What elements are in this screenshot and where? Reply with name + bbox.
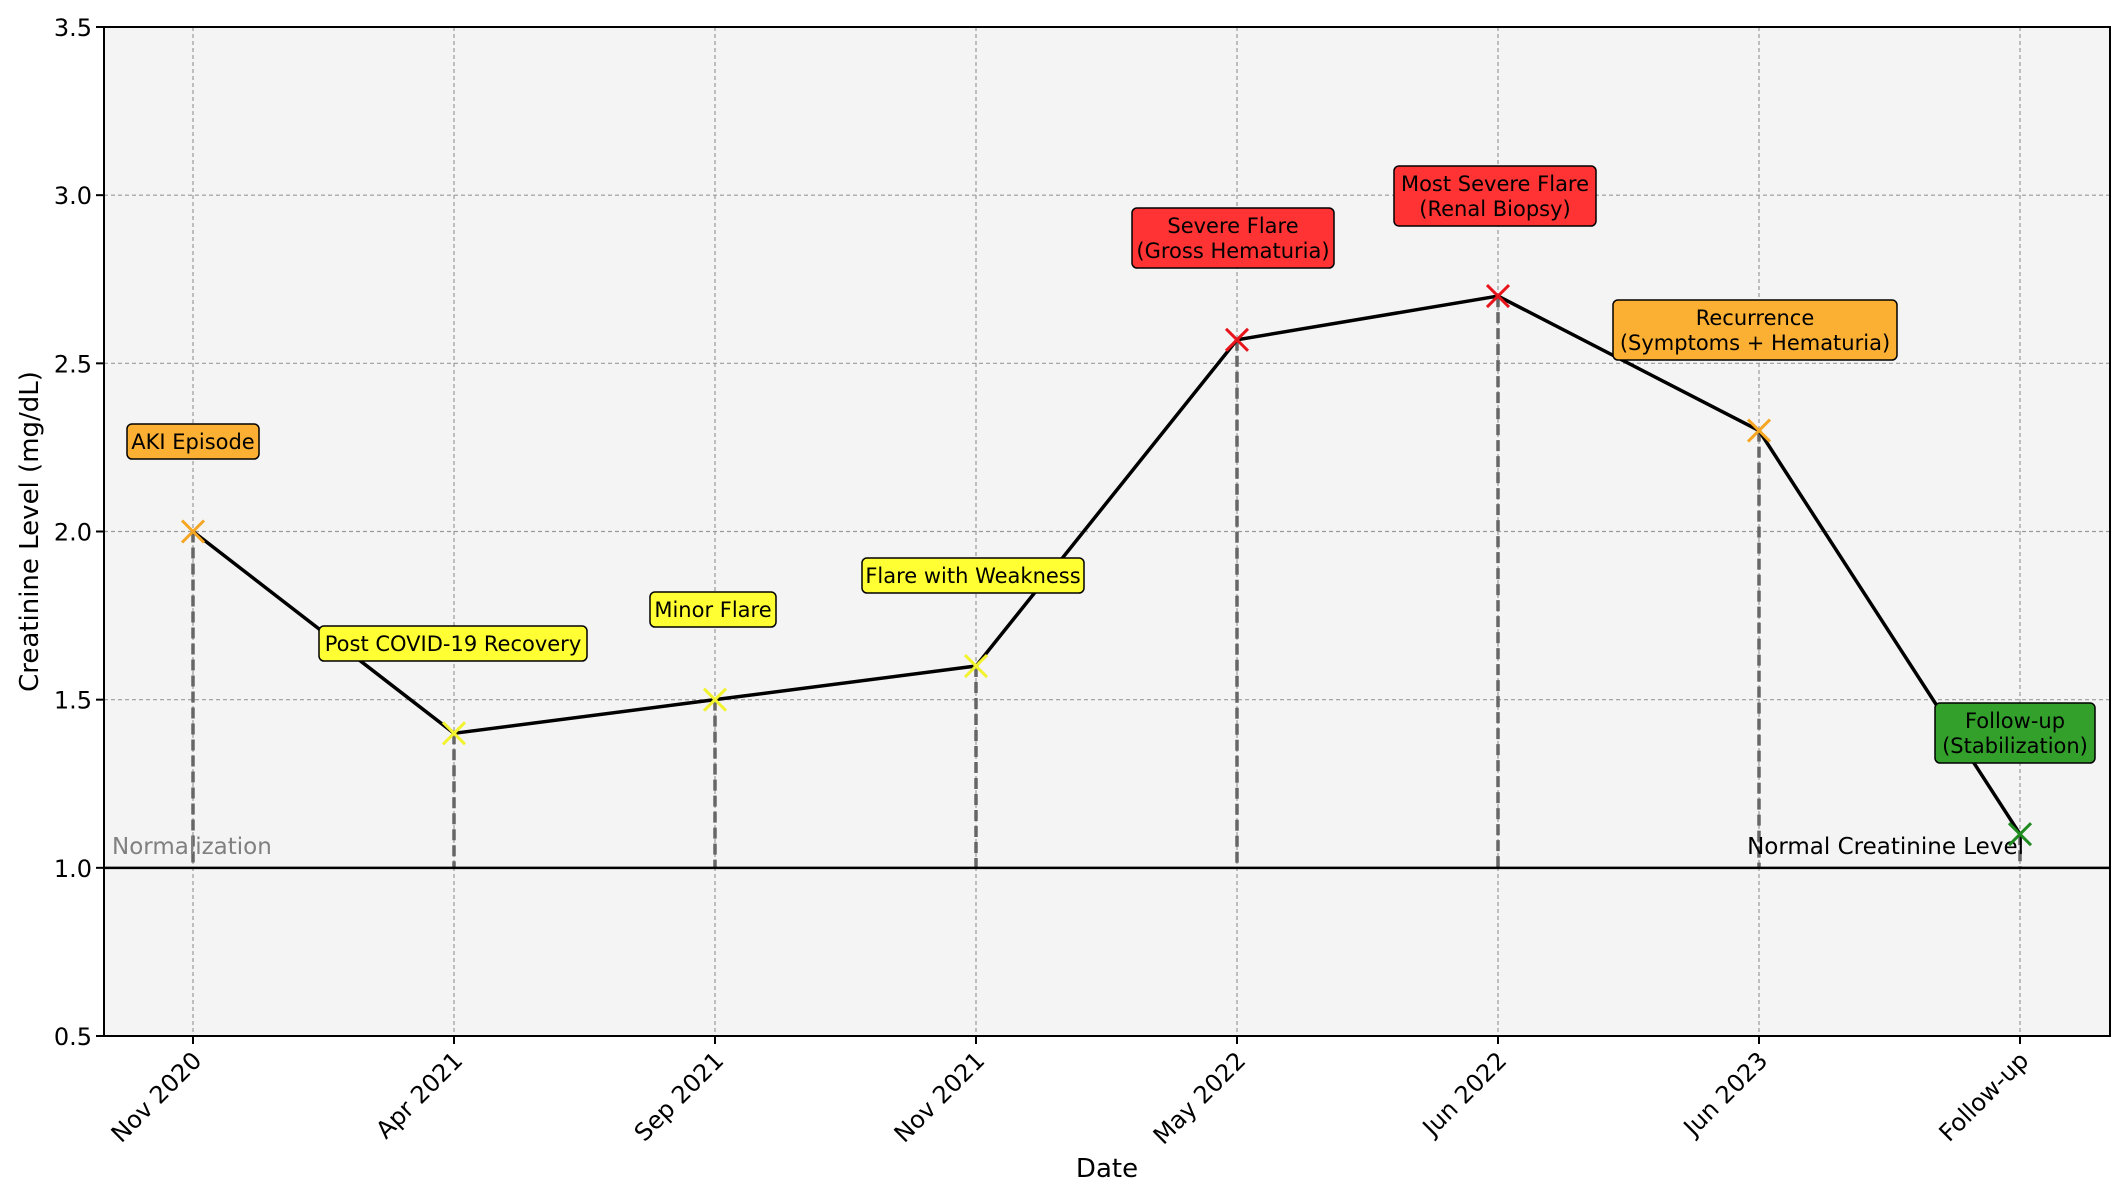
data-point — [2007, 822, 2033, 847]
reference-label-left: Normalization — [112, 834, 272, 860]
annotation-text: (Renal Biopsy) — [1419, 197, 1570, 221]
annotation-box — [649, 591, 777, 628]
annotation-text: Flare with Weakness — [865, 564, 1080, 588]
annotation-box — [1612, 299, 1898, 361]
annotation-text: (Symptoms + Hematuria) — [1620, 331, 1890, 355]
data-point — [963, 653, 989, 679]
annotation-text: Post COVID-19 Recovery — [325, 632, 582, 656]
data-point — [1224, 327, 1250, 352]
annotation-text: Recurrence — [1696, 306, 1815, 330]
y-tick-label: 1.0 — [54, 855, 92, 883]
data-point — [180, 519, 206, 544]
data-point — [441, 721, 467, 746]
y-tick-label: 0.5 — [54, 1023, 92, 1051]
y-axis-title: Creatinine Level (mg/dL) — [15, 371, 45, 692]
x-tick-label: Apr 2021 — [370, 1046, 468, 1144]
x-tick-label: Sep 2021 — [629, 1046, 729, 1146]
annotation-box — [318, 625, 588, 662]
x-tick-label: Jun 2023 — [1677, 1046, 1773, 1142]
x-tick-label: Follow-up — [1934, 1046, 2035, 1147]
annotation-text: Most Severe Flare — [1401, 172, 1589, 196]
y-tick-label: 3.0 — [54, 182, 92, 210]
annotation-box — [126, 423, 260, 460]
data-point — [702, 687, 728, 712]
annotation-text: AKI Episode — [131, 430, 254, 454]
x-tick-label: Jun 2022 — [1416, 1046, 1512, 1142]
annotation-text: Minor Flare — [654, 598, 771, 622]
annotation-text: (Gross Hematuria) — [1136, 239, 1329, 263]
annotation-text: Follow-up — [1965, 709, 2065, 733]
y-tick-label: 3.5 — [54, 14, 92, 42]
annotation-box — [1393, 165, 1597, 227]
annotation-text: Severe Flare — [1167, 214, 1298, 238]
y-tick-label: 1.5 — [54, 687, 92, 715]
data-point — [1485, 284, 1511, 309]
data-point — [1746, 418, 1772, 443]
x-tick-label: Nov 2021 — [889, 1046, 991, 1148]
series-line — [191, 294, 2022, 836]
y-tick-label: 2.5 — [54, 350, 92, 378]
x-axis-title: Date — [1076, 1154, 1138, 1184]
reference-label-right: Normal Creatinine Level — [1747, 834, 2024, 860]
x-tick-label: May 2022 — [1148, 1046, 1251, 1149]
annotation-box — [1131, 207, 1335, 269]
y-tick-label: 2.0 — [54, 519, 92, 547]
annotation-box — [1934, 702, 2096, 764]
annotation-text: (Stabilization) — [1942, 734, 2088, 758]
x-tick-label: Nov 2020 — [106, 1046, 208, 1148]
annotation-box — [861, 557, 1085, 594]
